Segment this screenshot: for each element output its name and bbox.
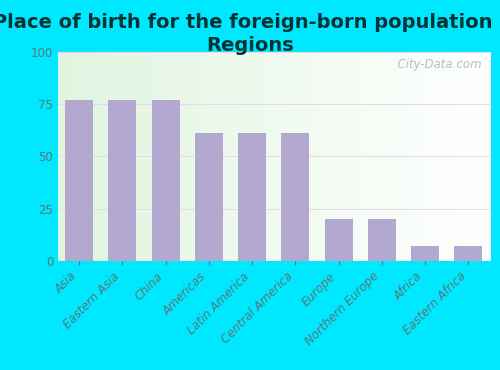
Bar	[411, 246, 439, 261]
Bar	[65, 100, 93, 261]
Text: City-Data.com: City-Data.com	[390, 58, 482, 71]
Bar	[238, 133, 266, 261]
Bar	[368, 219, 396, 261]
Bar	[454, 246, 482, 261]
Text: Place of birth for the foreign-born population -
Regions: Place of birth for the foreign-born popu…	[0, 13, 500, 56]
Bar	[108, 100, 136, 261]
Bar	[152, 100, 180, 261]
Bar	[282, 133, 310, 261]
Bar	[324, 219, 352, 261]
Bar	[195, 133, 223, 261]
